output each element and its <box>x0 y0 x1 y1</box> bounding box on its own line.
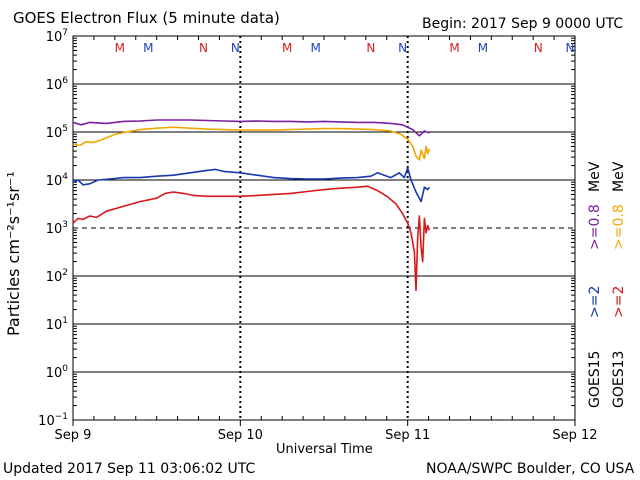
position-marker: M <box>310 41 320 55</box>
position-marker: M <box>282 41 292 55</box>
updated-timestamp: Updated 2017 Sep 11 03:06:02 UTC <box>3 461 256 477</box>
legend-goes13-2mev: >=2 <box>611 285 627 318</box>
position-marker: N <box>534 41 543 55</box>
y-tick-label: 106 <box>46 76 69 93</box>
legend-goes13-08mev: >=0.8 <box>611 204 627 250</box>
y-tick-label: 104 <box>46 172 69 189</box>
position-marker: M <box>478 41 488 55</box>
chart-title: GOES Electron Flux (5 minute data) <box>13 9 280 27</box>
y-tick-label: 10−1 <box>38 412 68 429</box>
x-tick-label: Sep 11 <box>385 428 430 443</box>
series-line-1 <box>72 126 431 161</box>
position-marker: N <box>565 41 574 55</box>
series-line-2 <box>72 167 431 203</box>
position-marker: M <box>449 41 459 55</box>
position-marker: N <box>366 41 375 55</box>
position-marker: M <box>115 41 125 55</box>
x-tick-label: Sep 12 <box>552 428 597 443</box>
legend-goes15-label: GOES15 <box>587 350 603 408</box>
legend-goes13-label: GOES13 <box>611 350 627 408</box>
x-tick-label: Sep 10 <box>218 428 263 443</box>
position-marker: N <box>231 41 240 55</box>
legend-goes15-unit: MeV <box>587 161 603 192</box>
y-tick-label: 103 <box>46 220 68 237</box>
y-tick-label: 107 <box>46 28 68 45</box>
series-line-0 <box>72 119 430 137</box>
y-tick-label: 100 <box>46 364 69 381</box>
position-marker: N <box>398 41 407 55</box>
credit-label: NOAA/SWPC Boulder, CO USA <box>426 461 635 477</box>
x-tick-label: Sep 9 <box>55 428 92 443</box>
y-tick-label: 105 <box>46 124 68 141</box>
x-axis-label: Universal Time <box>276 442 373 457</box>
legend-goes15-08mev: >=0.8 <box>587 204 603 250</box>
y-tick-label: 101 <box>46 316 68 333</box>
legend-goes15-2mev: >=2 <box>587 285 603 318</box>
series-line-3 <box>72 185 431 292</box>
y-axis-label: Particles cm⁻²s⁻¹sr⁻¹ <box>4 171 23 336</box>
legend-goes13-unit: MeV <box>611 161 627 192</box>
y-tick-label: 102 <box>46 268 68 285</box>
position-marker: N <box>199 41 208 55</box>
position-marker: M <box>143 41 153 55</box>
begin-time-label: Begin: 2017 Sep 9 0000 UTC <box>422 16 624 32</box>
